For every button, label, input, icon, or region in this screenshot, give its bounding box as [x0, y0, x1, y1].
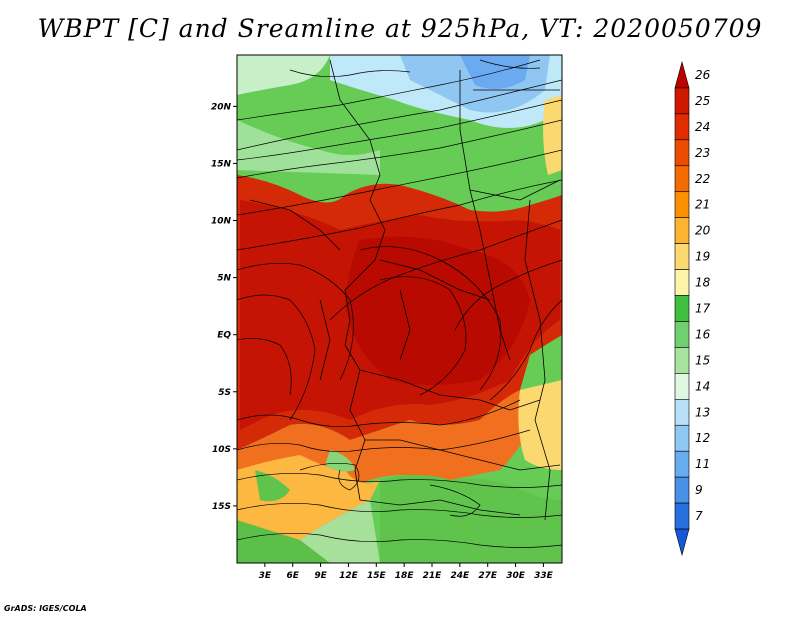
lat-tick-label: 20N [211, 102, 232, 112]
lon-tick-label: 6E [287, 571, 300, 581]
colorbar-swatch [674, 191, 690, 218]
colorbar-label: 24 [695, 120, 710, 134]
colorbar-swatch [674, 87, 690, 115]
lon-tick-label: 18E [395, 571, 415, 581]
map-frame [236, 54, 563, 564]
colorbar-label: 25 [695, 94, 710, 108]
lat-tick-label: 5N [217, 274, 231, 284]
colorbar-swatch [674, 217, 690, 244]
colorbar-swatch [674, 502, 690, 530]
colorbar-swatch [674, 139, 690, 167]
colorbar-label: 20 [695, 224, 711, 238]
lon-tick-label: 12E [339, 571, 359, 581]
colorbar-label: 26 [695, 68, 711, 82]
lon-tick-label: 9E [314, 571, 327, 581]
lat-tick-label: 10S [212, 445, 231, 455]
lon-tick-label: 27E [478, 571, 498, 581]
colorbar-label: 13 [695, 405, 710, 419]
colorbar-swatch [674, 528, 690, 557]
colorbar-label: 16 [695, 327, 711, 341]
colorbar-swatch [674, 165, 690, 193]
colorbar-label: 15 [695, 353, 710, 367]
colorbar-label: 7 [695, 509, 703, 523]
latitude-axis: 20N 15N 10N 5N EQ 5S 10S 15S [211, 102, 237, 512]
colorbar-swatch [674, 269, 690, 296]
colorbar-swatch [674, 347, 690, 374]
colorbar-swatch [674, 113, 690, 141]
colorbar-label: 23 [695, 146, 710, 160]
colorbar-swatch [674, 476, 690, 504]
grads-credit: GrADS: IGES/COLA [4, 604, 87, 613]
colorbar-swatch [674, 321, 690, 348]
chart-title: WBPT [C] and Sreamline at 925hPa, VT: 20… [37, 14, 763, 43]
lon-tick-label: 30E [506, 571, 526, 581]
colorbar-label: 19 [695, 250, 710, 264]
colorbar-label: 11 [695, 457, 710, 471]
colorbar-label: 21 [695, 198, 710, 212]
longitude-axis: 3E 6E 9E 12E 15E 18E 21E 24E 27E 30E 33E [259, 563, 554, 581]
lon-tick-label: 33E [534, 571, 554, 581]
lat-tick-label: 10N [211, 217, 232, 227]
temperature-field [237, 55, 562, 563]
colorbar-label: 12 [695, 431, 710, 445]
lon-tick-label: 15E [367, 571, 387, 581]
colorbar-label: 22 [695, 172, 710, 186]
colorbar-label: 14 [695, 379, 710, 393]
colorbar-label: 18 [695, 276, 711, 290]
colorbar-swatch [674, 399, 690, 426]
lon-tick-label: 24E [451, 571, 471, 581]
colorbar-swatch [674, 60, 690, 89]
colorbar-swatch [674, 450, 690, 478]
lat-tick-label: 15S [212, 502, 231, 512]
colorbar-swatch [674, 295, 690, 322]
colorbar-label: 17 [695, 302, 711, 316]
boundaries [249, 59, 561, 521]
lon-tick-label: 3E [259, 571, 272, 581]
colorbar-swatch [674, 373, 690, 400]
colorbar: 26 25 24 23 22 21 20 19 18 17 16 15 14 13 12 11 9 7 [674, 60, 711, 557]
colorbar-swatch [674, 424, 690, 452]
colorbar-label: 9 [695, 483, 703, 497]
lon-tick-label: 21E [423, 571, 443, 581]
colorbar-swatch [674, 243, 690, 270]
streamlines [237, 59, 562, 548]
lat-tick-label: 15N [211, 159, 232, 169]
lat-tick-label: 5S [218, 388, 231, 398]
lat-tick-label: EQ [217, 331, 231, 341]
